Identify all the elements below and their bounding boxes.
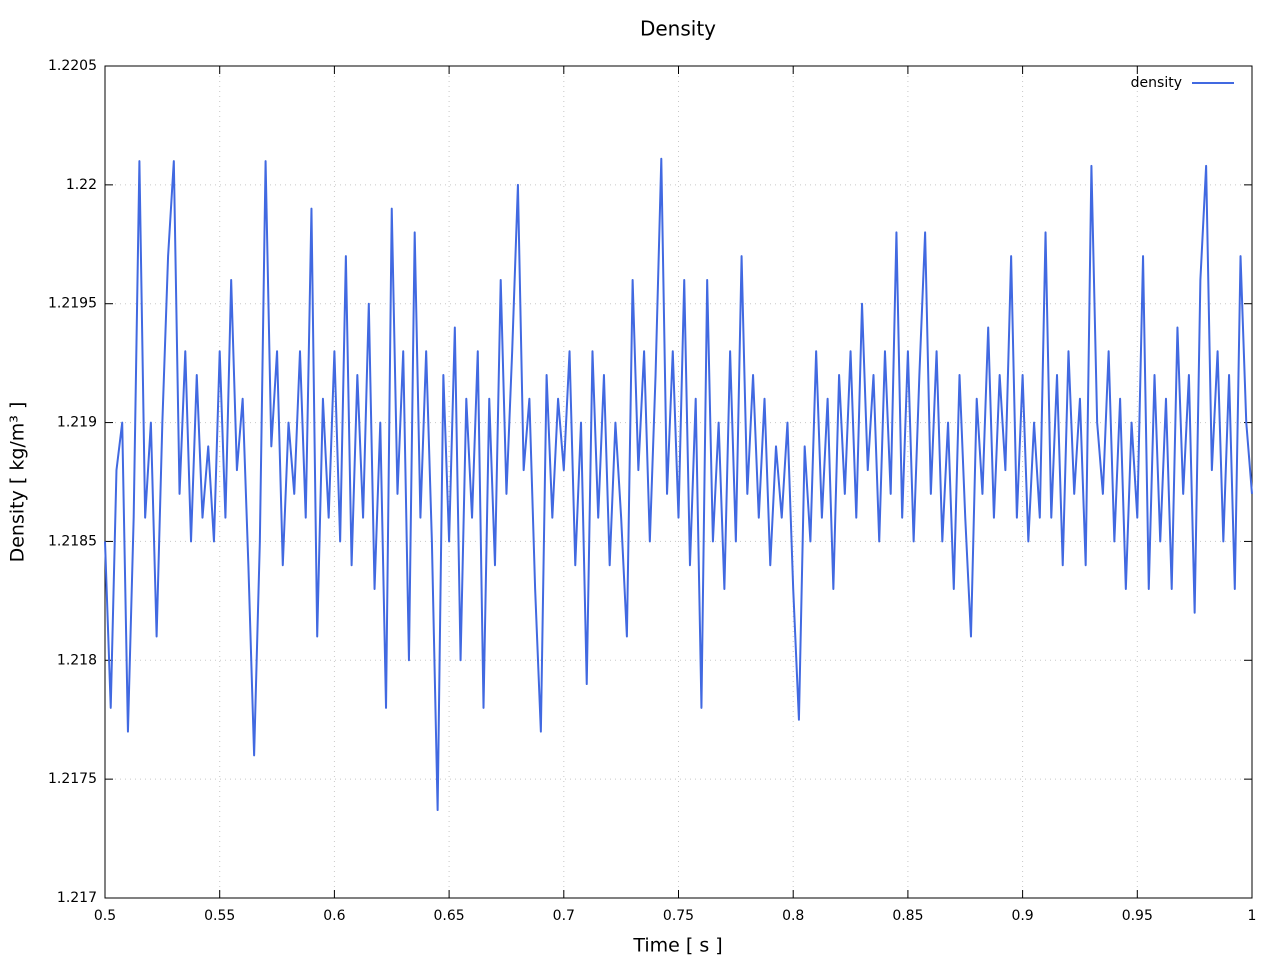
legend-label: density: [1131, 75, 1182, 91]
x-tick-label: 0.8: [782, 908, 804, 924]
y-tick-label: 1.22: [66, 177, 97, 193]
x-tick-label: 0.7: [553, 908, 575, 924]
y-tick-label: 1.2175: [48, 771, 97, 787]
y-tick-label: 1.2185: [48, 533, 97, 549]
x-tick-label: 0.9: [1011, 908, 1033, 924]
x-tick-label: 0.85: [892, 908, 923, 924]
y-tick-label: 1.218: [57, 652, 97, 668]
y-tick-label: 1.2205: [48, 58, 97, 74]
x-tick-label: 1: [1248, 908, 1257, 924]
y-tick-label: 1.217: [57, 890, 97, 906]
x-tick-label: 0.75: [663, 908, 694, 924]
y-tick-label: 1.219: [57, 415, 97, 431]
y-axis-label: Density [ kg/m³ ]: [7, 402, 29, 563]
x-tick-label: 0.95: [1122, 908, 1153, 924]
x-tick-label: 0.6: [323, 908, 345, 924]
y-tick-label: 1.2195: [48, 296, 97, 312]
x-tick-label: 0.55: [204, 908, 235, 924]
x-tick-label: 0.5: [94, 908, 116, 924]
chart-title: Density: [640, 17, 716, 41]
x-axis-label: Time [ s ]: [632, 935, 722, 957]
x-tick-label: 0.65: [434, 908, 465, 924]
data-line: [104, 157, 1253, 812]
